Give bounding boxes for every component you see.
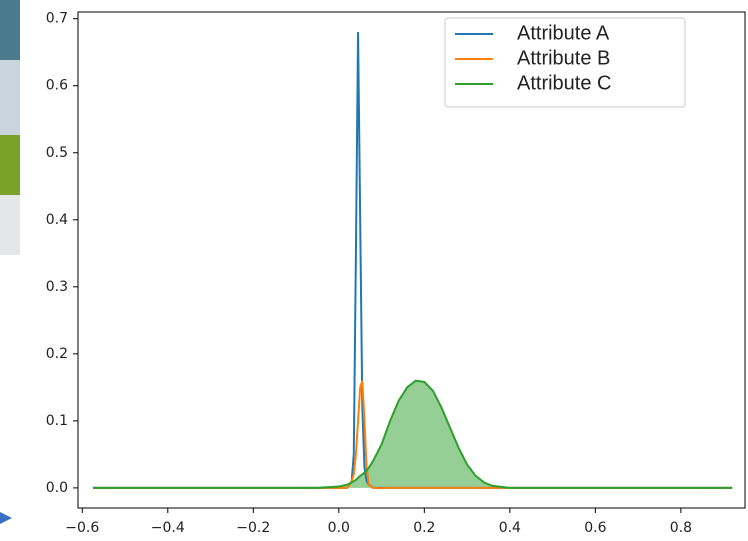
y-tick-label: 0.7 bbox=[46, 11, 68, 27]
x-tick-label: 0.6 bbox=[584, 520, 606, 536]
line bbox=[92, 379, 733, 489]
axes-frame bbox=[77, 11, 746, 509]
legend-label: Attribute B bbox=[517, 47, 610, 69]
legend-box bbox=[444, 17, 686, 108]
x-tick-label: 0.2 bbox=[413, 520, 435, 536]
legend-label: Attribute C bbox=[517, 72, 611, 94]
x-tick-label: −0.6 bbox=[65, 520, 99, 536]
x-tick-label: −0.2 bbox=[236, 520, 270, 536]
x-tick-label: −0.4 bbox=[151, 520, 185, 536]
y-tick-label: 0.6 bbox=[46, 78, 68, 94]
x-tick-label: 0.8 bbox=[670, 520, 692, 536]
x-tick-label: 0.4 bbox=[499, 520, 521, 536]
legend-label: Attribute A bbox=[517, 22, 610, 44]
y-tick-label: 0.4 bbox=[46, 212, 68, 228]
y-tick-label: 0.5 bbox=[46, 145, 68, 161]
y-tick-label: 0.2 bbox=[46, 346, 68, 362]
line bbox=[92, 380, 733, 489]
x-tick-label: 0.0 bbox=[328, 520, 350, 536]
y-tick-label: 0.0 bbox=[46, 480, 68, 496]
area bbox=[92, 380, 733, 488]
background-fragment bbox=[0, 0, 20, 524]
y-tick-label: 0.3 bbox=[46, 279, 68, 295]
y-tick-label: 0.1 bbox=[46, 413, 68, 429]
